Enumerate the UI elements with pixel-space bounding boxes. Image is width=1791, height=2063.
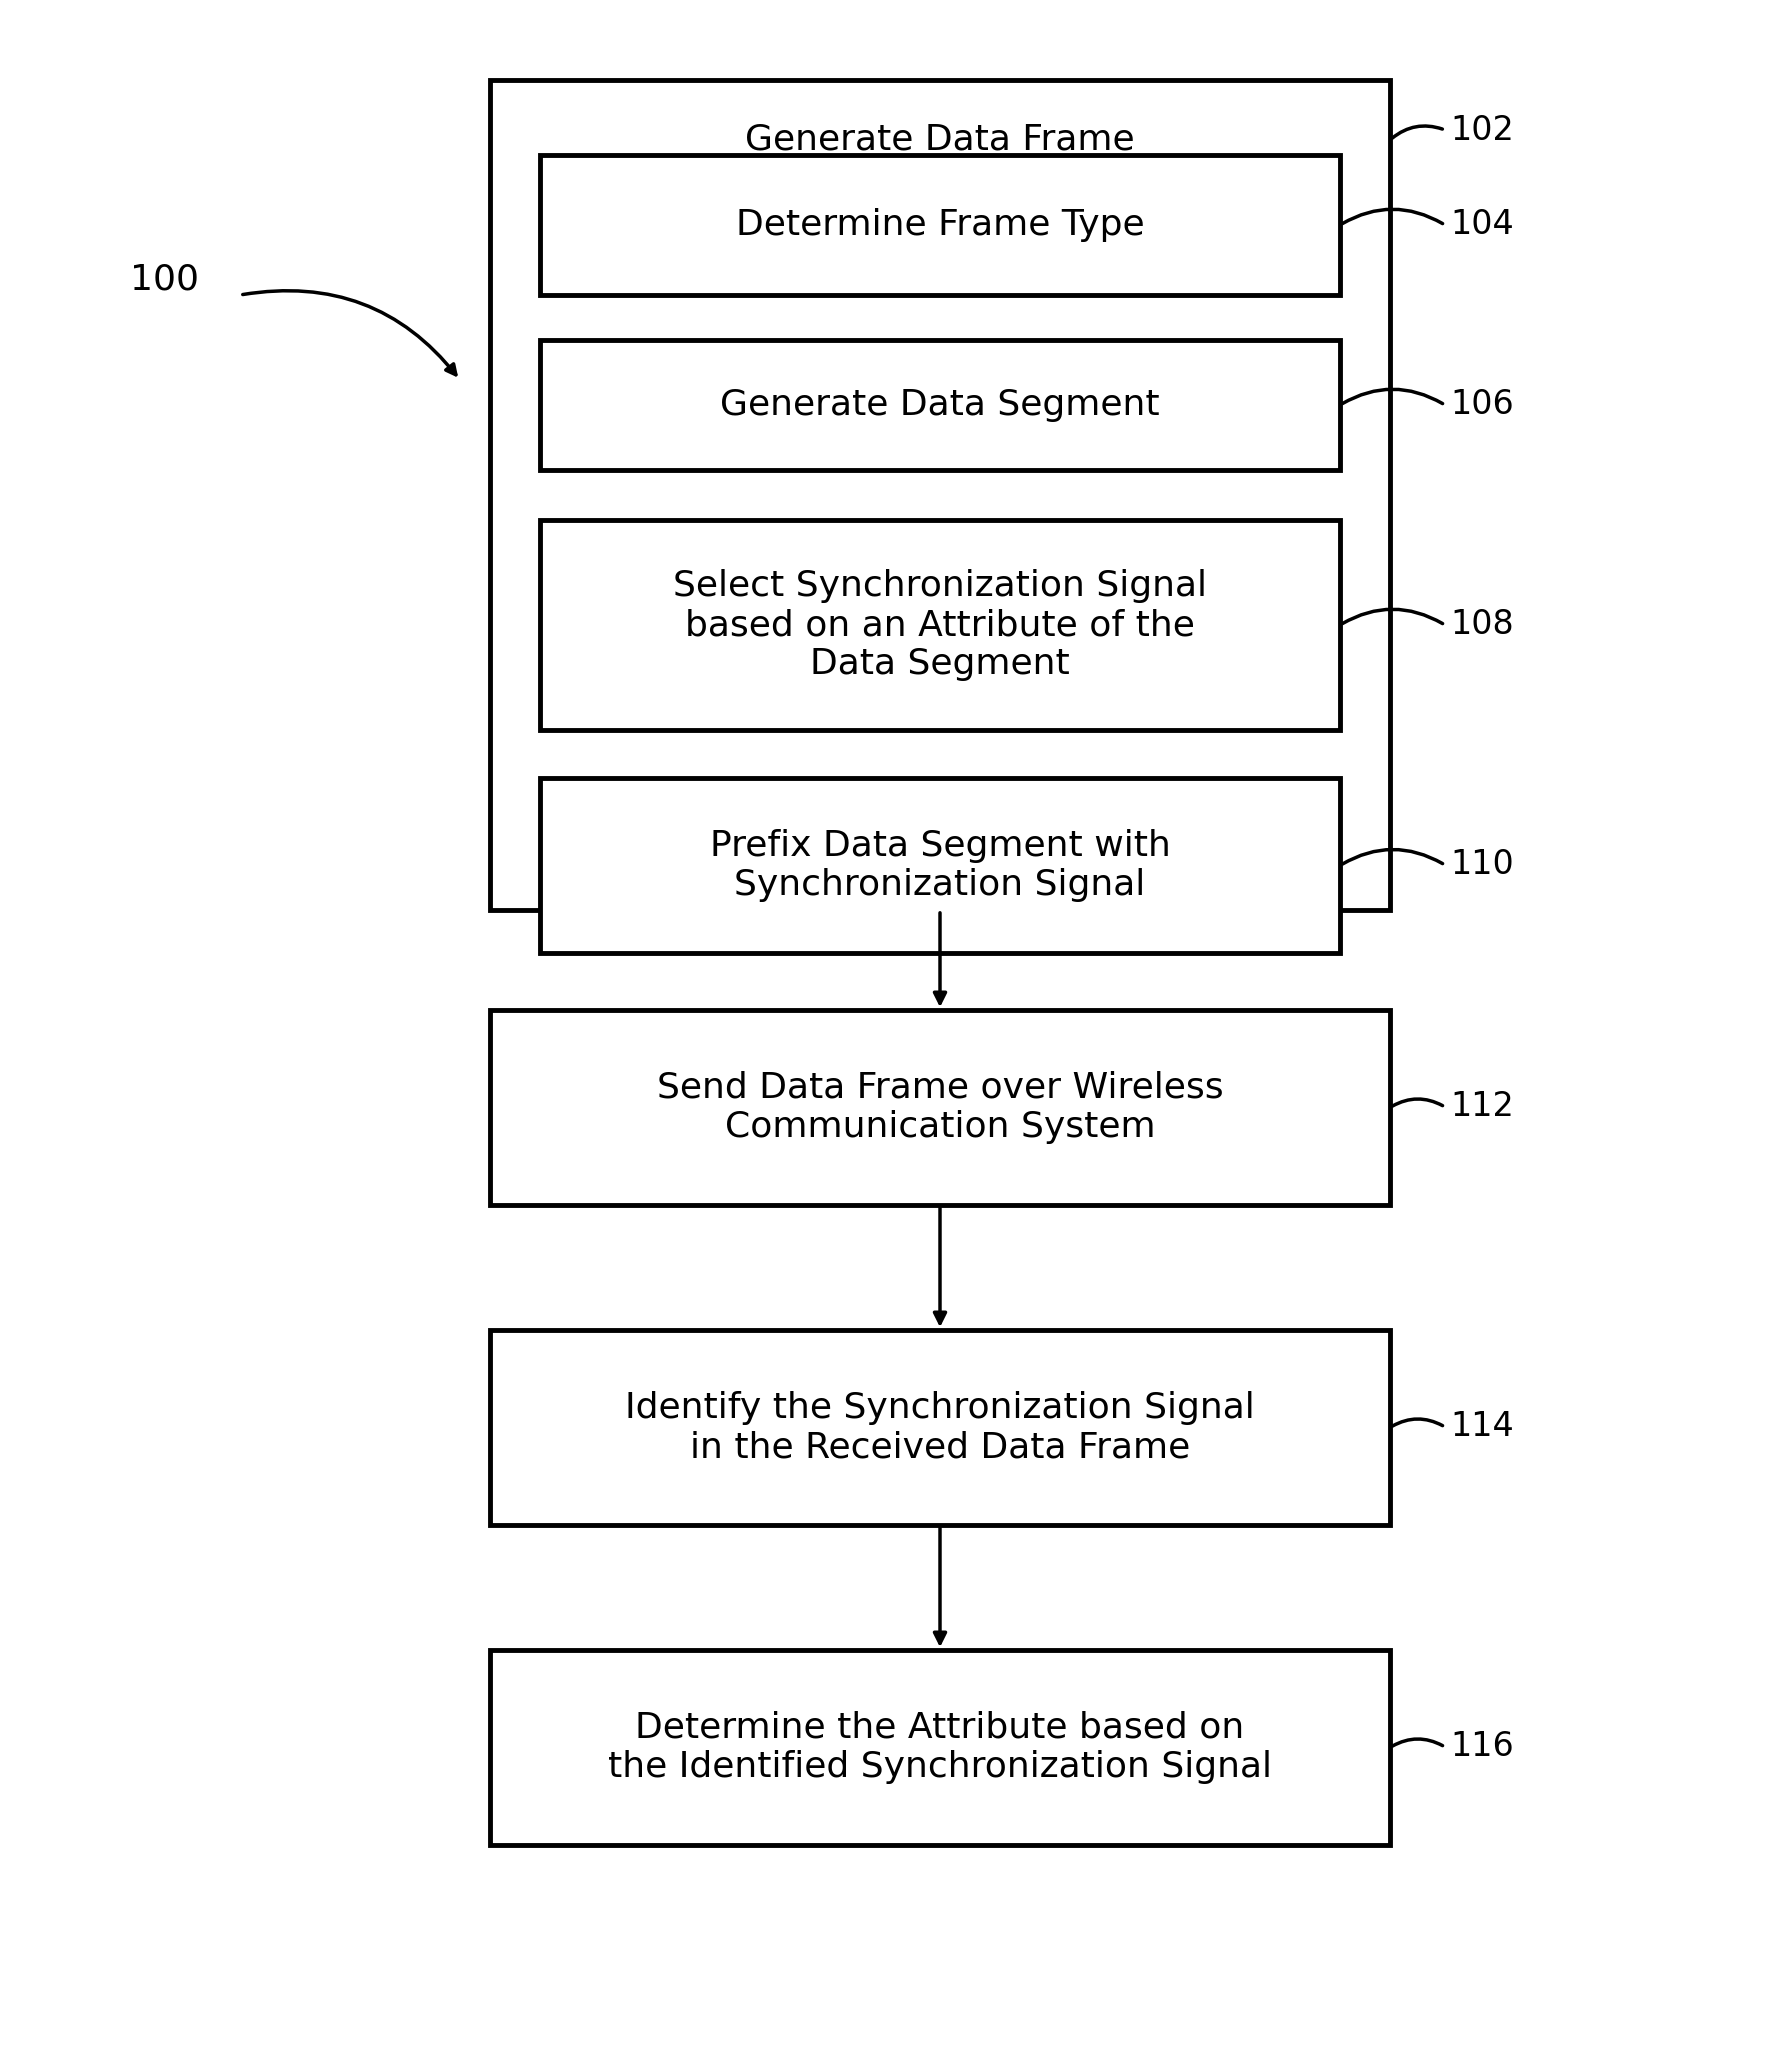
Bar [491, 1331, 1390, 1525]
Bar [541, 520, 1340, 730]
Text: Generate Data Frame: Generate Data Frame [745, 124, 1135, 157]
Text: 110: 110 [1451, 848, 1513, 881]
Bar [491, 80, 1390, 910]
Text: 114: 114 [1451, 1411, 1513, 1444]
Bar [491, 1011, 1390, 1205]
Text: 108: 108 [1451, 609, 1513, 642]
Text: Generate Data Segment: Generate Data Segment [720, 388, 1161, 423]
Text: 104: 104 [1451, 208, 1513, 241]
Bar [541, 778, 1340, 953]
Text: Send Data Frame over Wireless
Communication System: Send Data Frame over Wireless Communicat… [657, 1071, 1223, 1145]
Text: Select Synchronization Signal
based on an Attribute of the
Data Segment: Select Synchronization Signal based on a… [673, 569, 1207, 681]
Text: Identify the Synchronization Signal
in the Received Data Frame: Identify the Synchronization Signal in t… [625, 1390, 1255, 1465]
Text: 100: 100 [131, 262, 199, 297]
Text: Determine the Attribute based on
the Identified Synchronization Signal: Determine the Attribute based on the Ide… [607, 1710, 1272, 1784]
Bar [541, 340, 1340, 470]
Text: Prefix Data Segment with
Synchronization Signal: Prefix Data Segment with Synchronization… [709, 829, 1171, 902]
Bar [491, 1650, 1390, 1844]
Text: 102: 102 [1451, 113, 1513, 146]
Text: 112: 112 [1451, 1091, 1513, 1124]
Bar [541, 155, 1340, 295]
Text: 106: 106 [1451, 388, 1513, 421]
Text: Determine Frame Type: Determine Frame Type [736, 208, 1144, 241]
Text: 116: 116 [1451, 1731, 1513, 1764]
